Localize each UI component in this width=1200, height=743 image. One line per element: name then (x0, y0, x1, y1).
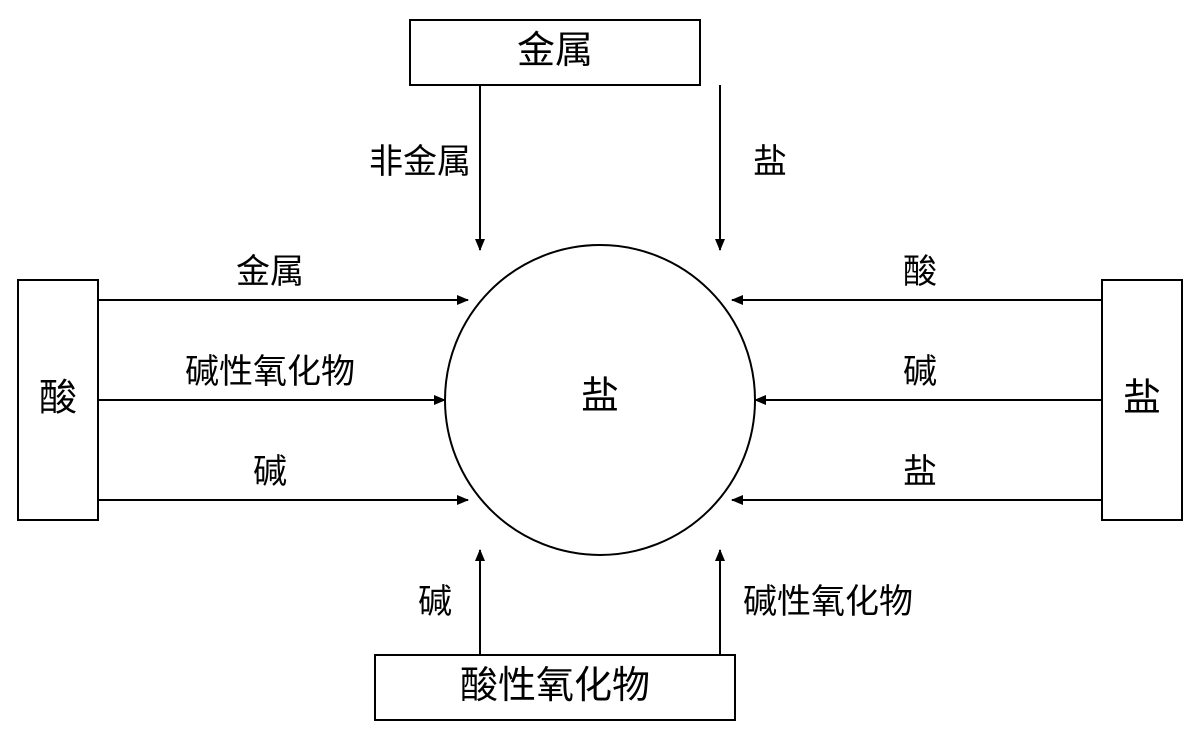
edge-label-6: 碱 (903, 354, 937, 391)
edge-label-2: 金属 (236, 253, 304, 291)
salt-formation-diagram: 盐 金属 酸 盐 酸性氧化物 非金属盐金属碱性氧化物碱酸碱盐碱碱性氧化物 (0, 0, 1200, 743)
edge-label-1: 盐 (753, 143, 787, 181)
edge-label-5: 酸 (903, 253, 937, 291)
edge-label-0: 非金属 (369, 143, 471, 181)
bottom-box-label: 酸性氧化物 (460, 665, 650, 707)
edge-label-9: 碱性氧化物 (743, 583, 913, 621)
edge-label-7: 盐 (903, 453, 937, 491)
center-circle-label: 盐 (581, 376, 619, 418)
right-box-label: 盐 (1123, 378, 1161, 420)
left-box-label: 酸 (39, 378, 77, 420)
top-box-label: 金属 (517, 30, 593, 72)
edge-label-8: 碱 (418, 584, 452, 621)
edge-label-4: 碱 (253, 454, 287, 491)
edge-label-3: 碱性氧化物 (185, 353, 355, 391)
